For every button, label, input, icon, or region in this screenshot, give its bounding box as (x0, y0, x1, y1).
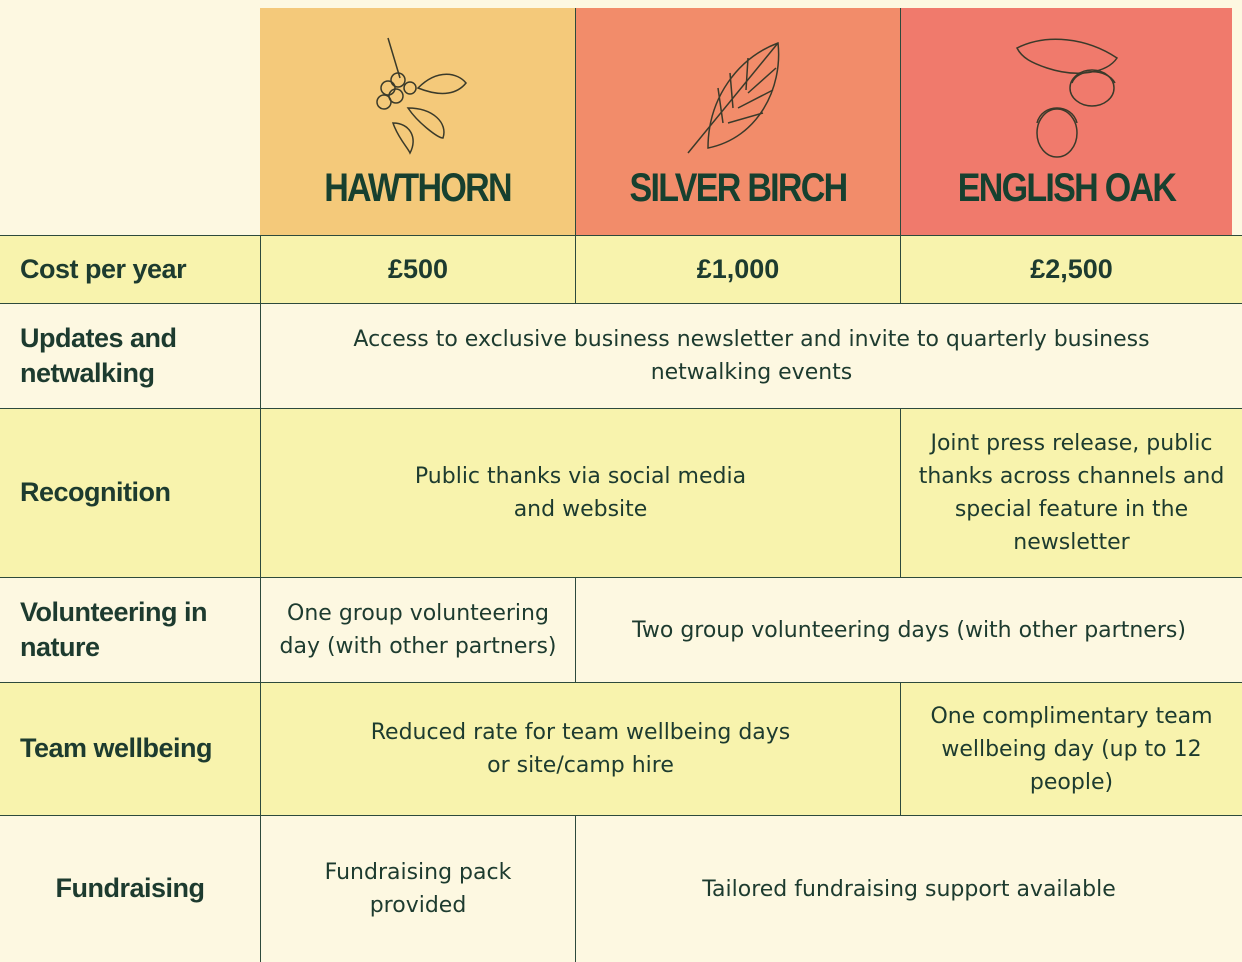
row-label: Team wellbeing (0, 682, 260, 815)
row-label: Cost per year (0, 235, 260, 303)
cell: Access to exclusive business newsletter … (260, 303, 1242, 408)
cell: Reduced rate for team wellbeing days or … (260, 682, 900, 815)
row-label: Fundraising (0, 815, 260, 962)
column-title: HAWTHORN (324, 166, 512, 210)
cell: Public thanks via social media and websi… (260, 408, 900, 577)
cell: £2,500 (900, 235, 1242, 303)
oak-icon (1015, 38, 1118, 158)
row-label: Volunteering in nature (0, 577, 260, 682)
hawthorn-icon (375, 37, 467, 155)
header-english-oak: ENGLISH OAK (900, 8, 1232, 235)
cell: Tailored fundraising support available (575, 815, 1242, 962)
cell: One complimentary team wellbeing day (up… (900, 682, 1242, 815)
column-title: ENGLISH OAK (957, 166, 1177, 210)
cell: One group volunteering day (with other p… (260, 577, 575, 682)
cell: £500 (260, 235, 575, 303)
column-title: SILVER BIRCH (629, 166, 849, 210)
cell: Two group volunteering days (with other … (575, 577, 1242, 682)
header-hawthorn: HAWTHORN (260, 8, 575, 235)
cell: Joint press release, public thanks acros… (900, 408, 1242, 577)
row-label: Updates and netwalking (0, 303, 260, 408)
birch-icon (687, 41, 780, 154)
row-label: Recognition (0, 408, 260, 577)
cell: Fundraising pack provided (260, 815, 575, 962)
cell: £1,000 (575, 235, 900, 303)
header-silver-birch: SILVER BIRCH (575, 8, 900, 235)
